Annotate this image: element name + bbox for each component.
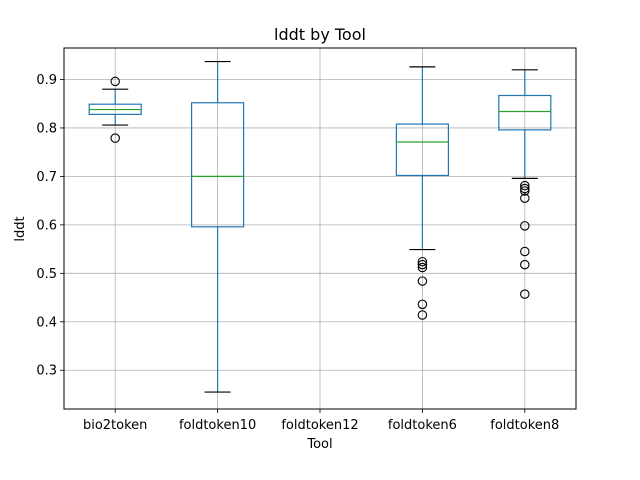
x-tick-label: foldtoken6 bbox=[388, 418, 457, 433]
x-tick-label: foldtoken8 bbox=[490, 418, 559, 433]
flier-point bbox=[417, 310, 428, 320]
y-axis-label: lddt bbox=[13, 216, 28, 241]
iqr-box bbox=[395, 123, 449, 177]
y-tick-label: 0.6 bbox=[36, 218, 57, 233]
flier-point bbox=[520, 221, 530, 231]
flier-point bbox=[417, 262, 428, 273]
flier-point bbox=[520, 193, 530, 203]
flier-point bbox=[520, 180, 530, 191]
iqr-box bbox=[191, 102, 245, 228]
box-bio2token bbox=[88, 76, 142, 143]
y-tick-label: 0.7 bbox=[36, 170, 57, 185]
y-tick-label: 0.9 bbox=[36, 73, 57, 88]
flier-point bbox=[417, 276, 428, 286]
flier-point bbox=[520, 183, 530, 194]
flier-point bbox=[417, 299, 428, 310]
box-foldtoken6 bbox=[395, 66, 449, 320]
x-axis-label: Tool bbox=[306, 437, 332, 452]
box-foldtoken10 bbox=[191, 60, 245, 393]
flier-point bbox=[110, 133, 120, 143]
flier-point bbox=[417, 256, 428, 267]
box-foldtoken8 bbox=[498, 69, 552, 299]
x-tick-label: foldtoken12 bbox=[281, 418, 358, 433]
flier-point bbox=[520, 289, 530, 299]
y-axis-ticks: 0.3 0.4 0.5 0.6 0.7 0.8 0.9 bbox=[36, 73, 64, 379]
flier-point bbox=[520, 186, 530, 196]
y-tick-label: 0.3 bbox=[36, 364, 57, 379]
flier-point bbox=[417, 259, 428, 270]
x-tick-label: bio2token bbox=[83, 418, 147, 433]
y-tick-label: 0.5 bbox=[36, 267, 57, 282]
y-tick-label: 0.4 bbox=[36, 315, 57, 330]
flier-point bbox=[520, 246, 530, 257]
y-tick-label: 0.8 bbox=[36, 121, 57, 136]
iqr-box bbox=[498, 94, 552, 131]
flier-point bbox=[520, 259, 530, 270]
x-tick-label: foldtoken10 bbox=[179, 418, 256, 433]
chart-title: lddt by Tool bbox=[274, 25, 366, 44]
flier-point bbox=[110, 76, 120, 87]
x-axis-ticks: bio2token foldtoken10 foldtoken12 foldtoken… bbox=[83, 409, 559, 433]
box-series bbox=[88, 60, 552, 393]
